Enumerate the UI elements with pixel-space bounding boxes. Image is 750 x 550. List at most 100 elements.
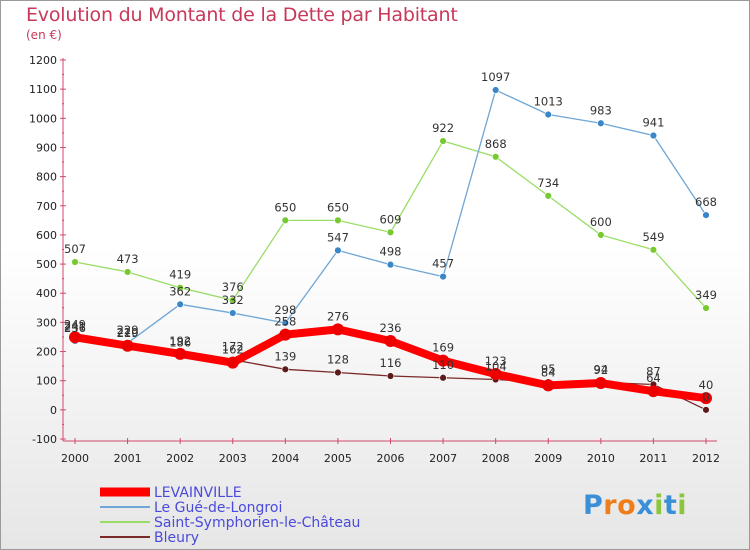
data-label: 123: [485, 354, 507, 368]
data-label: 249: [64, 317, 86, 331]
x-tick-label: 2006: [377, 452, 405, 465]
legend-label: Saint-Symphorien-le-Château: [154, 515, 360, 531]
x-tick-label: 2012: [692, 452, 720, 465]
logo-letter: i: [654, 490, 664, 521]
data-point: [176, 300, 184, 309]
data-point: [542, 379, 555, 392]
data-label: 507: [64, 242, 86, 256]
y-tick-label: 1200: [29, 54, 57, 67]
chart-title: Evolution du Montant de la Dette par Hab…: [26, 4, 458, 26]
data-label: 139: [274, 349, 296, 363]
data-label: 219: [117, 326, 139, 340]
legend-label: Le Gué-de-Longroi: [154, 500, 282, 516]
logo-letter: r: [603, 490, 618, 521]
data-label: 1013: [534, 95, 563, 109]
data-point: [71, 258, 79, 266]
data-point: [69, 331, 81, 344]
data-point: [439, 272, 447, 281]
data-label: 298: [274, 303, 296, 317]
data-label: 162: [222, 343, 244, 357]
x-tick-label: 2008: [482, 452, 510, 465]
data-point: [174, 347, 187, 360]
data-point: [594, 377, 607, 390]
data-label: 0: [702, 390, 709, 404]
axes: -100010020030040050060070080090010001100…: [29, 54, 720, 465]
data-label: 332: [222, 293, 244, 307]
x-tick-label: 2010: [587, 452, 615, 465]
data-point: [229, 296, 237, 304]
data-label: 110: [432, 358, 454, 372]
data-label: 258: [274, 315, 296, 329]
data-label: 40: [699, 378, 714, 392]
y-tick-label: 700: [36, 200, 57, 213]
x-tick-label: 2005: [324, 452, 352, 465]
logo-letter: P: [583, 490, 604, 521]
data-point: [544, 192, 552, 200]
data-label: 549: [642, 230, 664, 244]
series-bleury: [71, 335, 710, 414]
data-point: [386, 260, 395, 269]
data-point: [439, 137, 447, 145]
data-label: 128: [327, 353, 349, 367]
data-point: [647, 385, 660, 398]
data-point: [226, 356, 239, 369]
y-tick-label: -100: [32, 433, 57, 446]
data-label: 668: [695, 195, 717, 209]
y-tick-label: 1100: [29, 83, 57, 96]
data-label: 241: [64, 320, 86, 334]
logo-letter: o: [617, 490, 637, 521]
data-point: [544, 110, 552, 119]
data-label: 236: [64, 321, 86, 335]
data-point: [121, 339, 134, 352]
data-point: [491, 153, 500, 161]
data-point: [281, 319, 290, 327]
legend-item-levainville: LEVAINVILLE: [100, 485, 242, 501]
data-point: [384, 335, 397, 348]
chart-unit: (en €): [26, 28, 62, 42]
data-label: 941: [642, 116, 664, 130]
data-label: 473: [117, 252, 139, 266]
data-point: [649, 131, 658, 140]
data-label: 229: [117, 323, 139, 337]
data-labels: 507 473 419 376 650 650 609 922 868 734 600 549 349 2…: [64, 70, 717, 404]
y-tick-label: 600: [36, 229, 57, 242]
y-tick-label: 100: [36, 375, 57, 388]
data-point: [597, 231, 605, 239]
data-label: 220: [117, 326, 139, 340]
series-saint-symphorien-le-chateau: [71, 137, 710, 312]
legend-item-bleury: Bleury: [100, 530, 199, 546]
data-point: [334, 368, 342, 377]
data-label: 547: [327, 230, 349, 244]
data-point: [439, 374, 447, 382]
data-label: 186: [169, 336, 191, 350]
legend-item-saint-symphorien-le-chateau: Saint-Symphorien-le-Château: [100, 515, 360, 531]
data-label: 457: [432, 257, 454, 271]
y-tick-label: 1000: [29, 112, 57, 125]
data-label: 650: [274, 200, 296, 214]
data-label: 64: [646, 371, 661, 385]
data-point: [702, 304, 710, 312]
data-point: [334, 246, 342, 255]
data-label: 498: [380, 245, 402, 259]
legend-label: Bleury: [154, 530, 199, 546]
data-label: 983: [590, 103, 612, 117]
data-point: [437, 354, 450, 367]
data-point: [123, 268, 132, 276]
data-point: [700, 392, 712, 405]
x-tick-label: 2003: [219, 452, 247, 465]
data-label: 376: [222, 280, 244, 294]
x-tick-label: 2009: [534, 452, 562, 465]
y-tick-label: 200: [36, 346, 57, 359]
data-point: [176, 283, 184, 292]
data-point: [281, 216, 290, 225]
data-point: [702, 211, 710, 219]
data-point: [334, 216, 342, 225]
data-label: 116: [380, 356, 402, 370]
series-lines: [69, 86, 712, 414]
data-point: [491, 86, 500, 94]
data-label: 1097: [481, 70, 510, 84]
x-tick-label: 2002: [166, 452, 194, 465]
data-point: [229, 309, 237, 317]
x-tick-label: 2000: [61, 452, 89, 465]
